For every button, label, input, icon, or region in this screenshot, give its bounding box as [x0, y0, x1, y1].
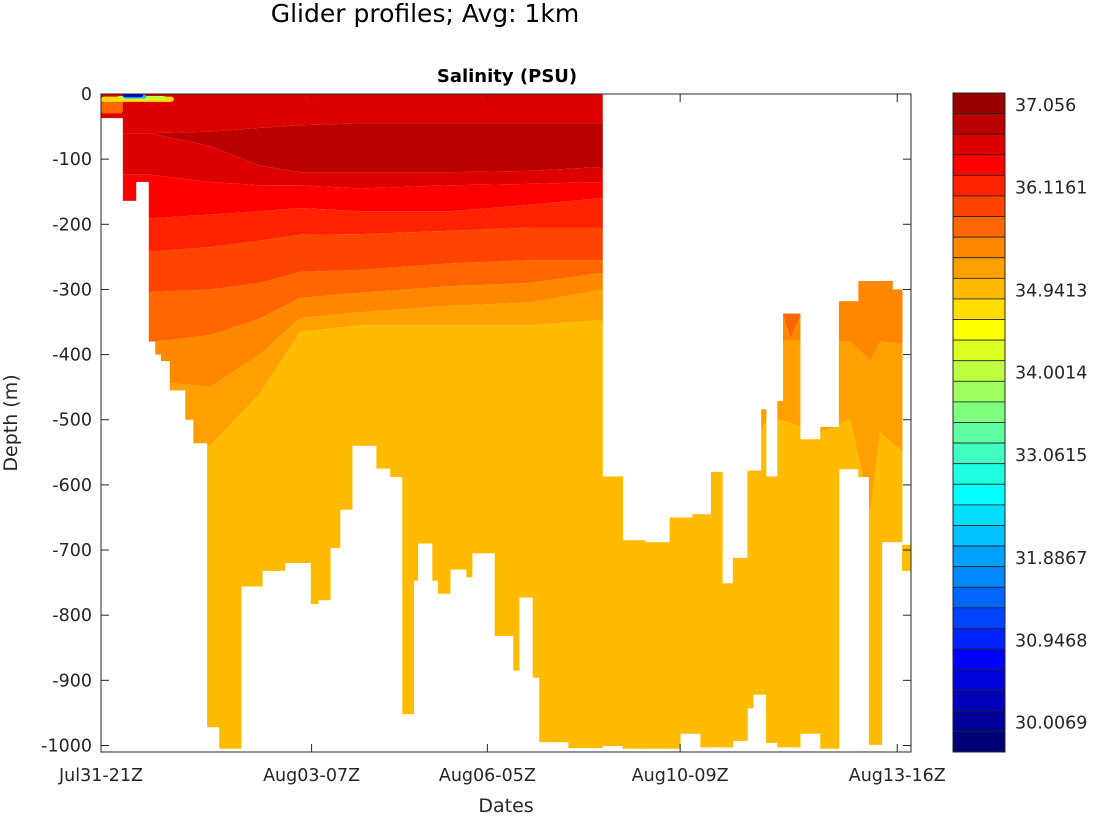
colorbar-swatch — [952, 669, 1006, 691]
y-tick-label: -700 — [52, 541, 92, 561]
colorbar-swatch — [952, 401, 1006, 423]
x-tick-label: Aug10-09Z — [632, 766, 729, 786]
colorbar-tick-label: 31.8867 — [1015, 549, 1087, 569]
chart-title: Salinity (PSU) — [437, 66, 577, 87]
x-tick-label: Jul31-21Z — [58, 766, 143, 786]
colorbar-tick-label: 30.9468 — [1015, 631, 1087, 651]
y-tick-label: -900 — [52, 671, 92, 691]
colorbar-tick-label: 30.0069 — [1015, 714, 1087, 734]
colorbar-swatch — [952, 298, 1006, 320]
colorbar-swatch — [952, 504, 1006, 526]
colorbar-swatch — [952, 586, 1006, 609]
axes-box — [100, 93, 912, 753]
y-tick-label: -800 — [52, 606, 92, 626]
colorbar-swatch — [952, 422, 1006, 444]
colorbar-swatch — [952, 339, 1006, 362]
colorbar-swatch — [952, 257, 1006, 279]
surface-anomaly-4 — [122, 94, 144, 98]
y-tick-label: -500 — [52, 411, 92, 431]
contour-fills — [101, 94, 911, 749]
x-tick-label: Aug03-07Z — [263, 766, 360, 786]
y-tick-label: -300 — [52, 280, 92, 300]
colorbar-swatch — [952, 277, 1006, 300]
y-tick-label: -600 — [52, 476, 92, 496]
colorbar-swatch — [952, 236, 1006, 259]
colorbar-swatch — [952, 545, 1006, 568]
salinity-band-6 — [101, 260, 911, 343]
colorbar-swatch — [952, 607, 1006, 629]
colorbar-swatch — [952, 360, 1006, 382]
colorbar-swatch — [952, 154, 1006, 176]
colorbar: 37.056 36.1161 34.9413 34.0014 33.0615 31.886… — [952, 92, 1087, 753]
colorbar-swatch — [952, 689, 1006, 712]
colorbar-tick-label: 34.9413 — [1015, 281, 1087, 301]
colorbar-swatch — [952, 648, 1006, 671]
colorbar-swatch — [952, 174, 1006, 197]
surface-anomaly-0 — [101, 99, 123, 114]
colorbar-swatch — [952, 319, 1006, 341]
figure-title: Glider profiles; Avg: 1km — [271, 0, 580, 28]
x-tick-label: Aug13-16Z — [849, 766, 946, 786]
x-axis-ticks: Jul31-21Z Aug03-07Z Aug06-05Z Aug10-09Z Aug1… — [58, 94, 946, 786]
colorbar-tick-label: 37.056 — [1015, 96, 1076, 116]
y-axis-ticks: 0 -100 -200 -300 -400 -500 -600 -700 -800 -900 -10… — [41, 85, 911, 756]
colorbar-swatch — [952, 216, 1006, 238]
colorbar-tick-label: 36.1161 — [1015, 178, 1087, 198]
colorbar-swatch — [952, 133, 1006, 156]
colorbar-swatch — [952, 710, 1006, 732]
colorbar-tick-label: 34.0014 — [1015, 364, 1087, 384]
x-axis-label: Dates — [478, 795, 533, 814]
colorbar-swatch — [952, 113, 1006, 135]
colorbar-swatch — [952, 463, 1006, 485]
colorbar-swatch — [952, 380, 1006, 403]
colorbar-swatch — [952, 628, 1006, 650]
colorbar-swatch — [952, 483, 1006, 506]
colorbar-swatch — [952, 92, 1006, 114]
y-axis-label: Depth (m) — [0, 374, 22, 471]
y-tick-label: -100 — [52, 150, 92, 170]
y-tick-label: -400 — [52, 346, 92, 366]
y-tick-label: 0 — [81, 85, 92, 105]
x-tick-label: Aug06-05Z — [439, 766, 536, 786]
colorbar-swatch — [952, 525, 1006, 547]
colorbar-swatch — [952, 566, 1006, 588]
y-tick-label: -1000 — [41, 736, 92, 756]
colorbar-tick-label: 33.0615 — [1015, 446, 1087, 466]
colorbar-swatch — [952, 731, 1006, 753]
colorbar-frame — [952, 92, 1006, 753]
colorbar-swatch — [952, 195, 1006, 217]
y-tick-label: -200 — [52, 215, 92, 235]
colorbar-swatch — [952, 442, 1006, 465]
